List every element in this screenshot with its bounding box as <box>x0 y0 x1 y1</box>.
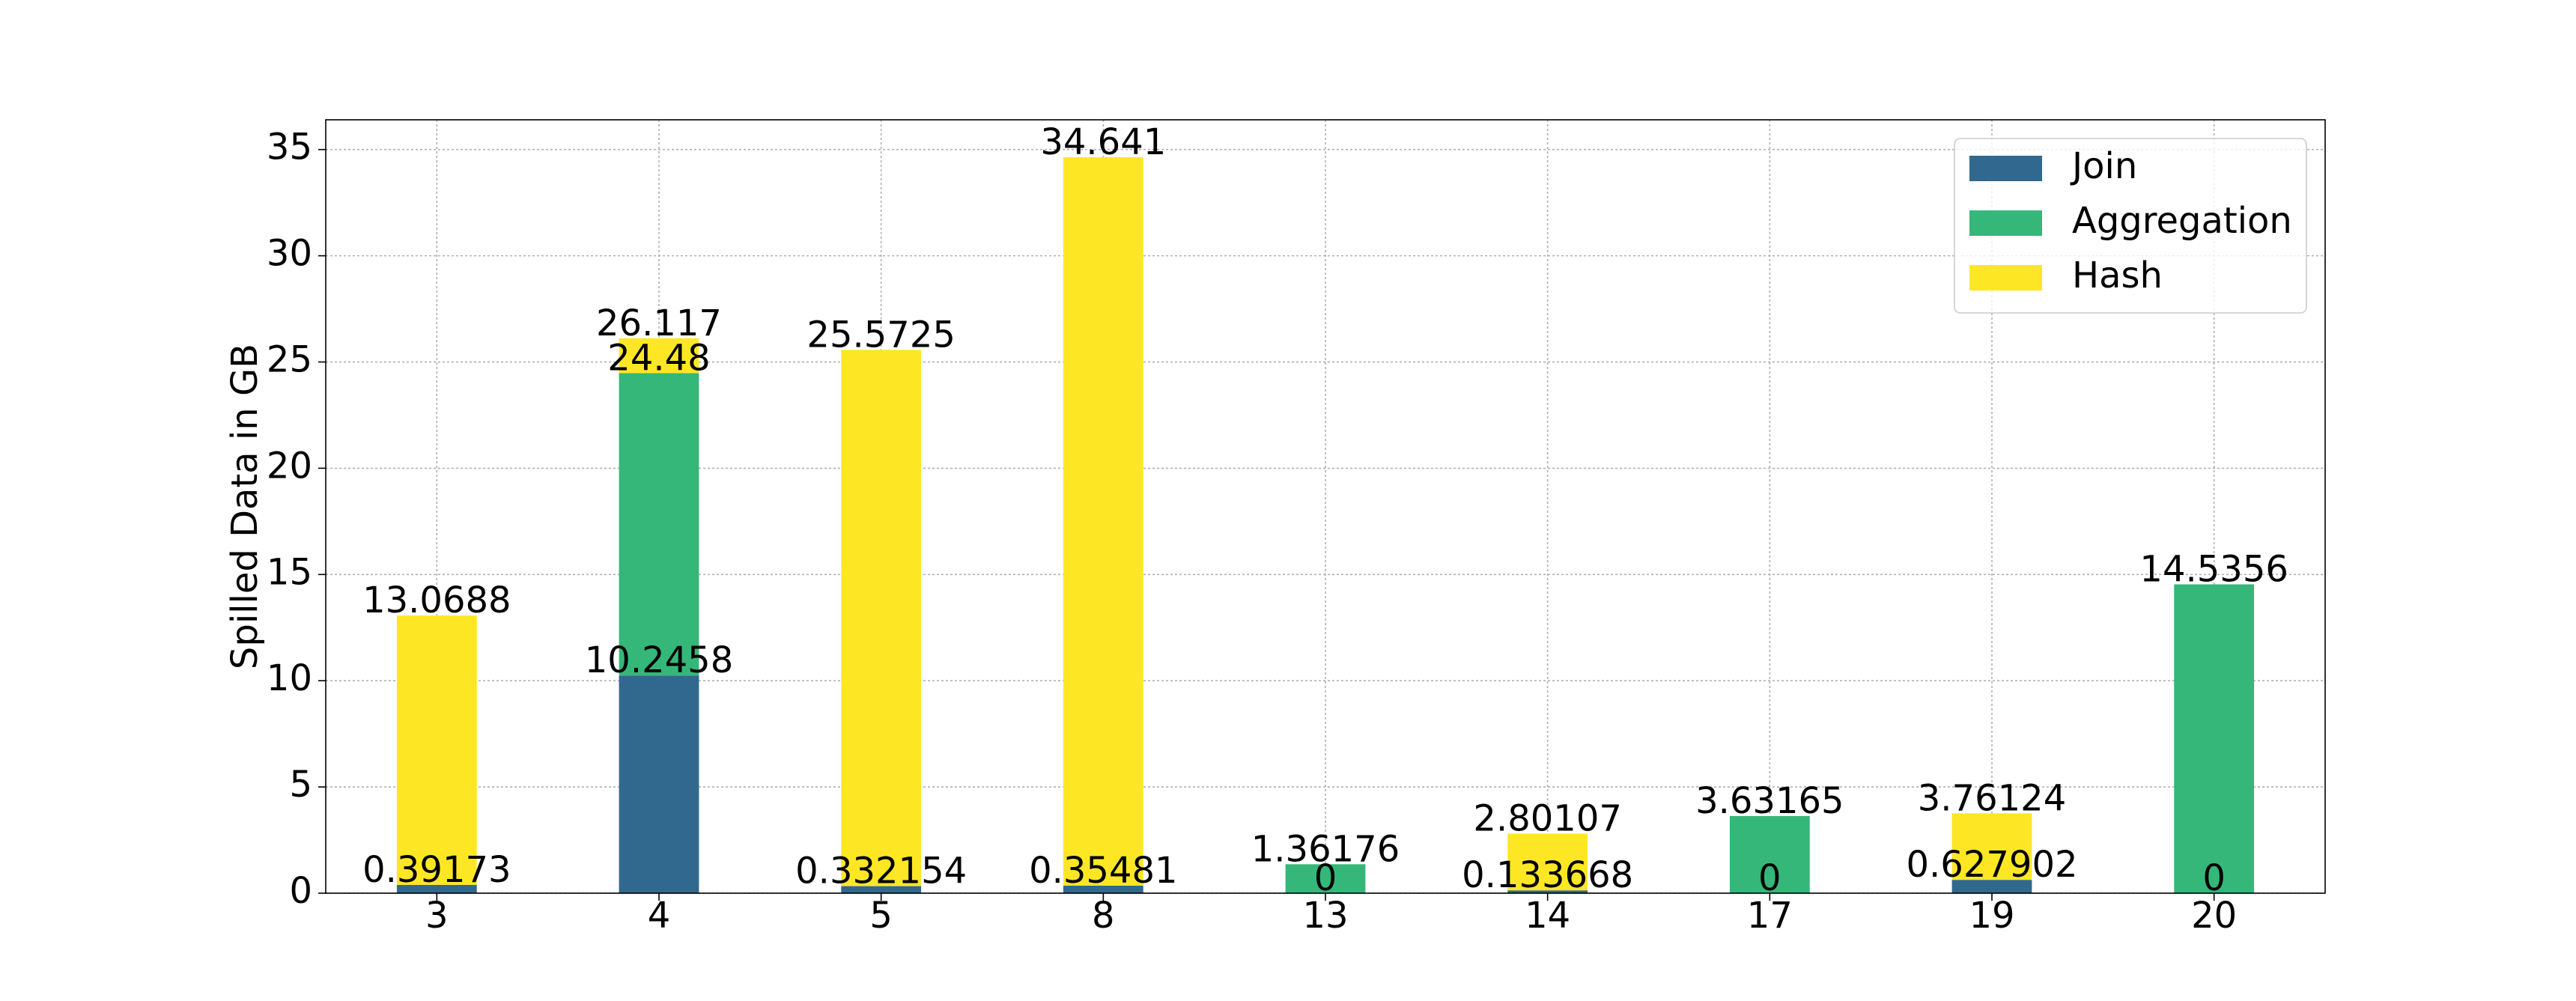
legend-label-aggregation: Aggregation <box>2072 200 2292 242</box>
legend-box <box>1954 138 2307 314</box>
bar-layer <box>396 156 2255 893</box>
bar-hash-8 <box>1063 156 1143 886</box>
data-label: 3.63165 <box>1695 780 1844 822</box>
bar-hash-19 <box>1951 813 2032 880</box>
data-label: 2.80107 <box>1473 798 1622 840</box>
data-label: 0 <box>1314 857 1337 899</box>
x-tick-label: 4 <box>648 895 671 937</box>
bar-join-4 <box>619 675 699 893</box>
bar-hash-3 <box>396 615 477 885</box>
y-tick-label: 25 <box>267 339 312 381</box>
legend-label-join: Join <box>2070 145 2137 187</box>
bar-join-14 <box>1507 890 1588 893</box>
legend-label-hash: Hash <box>2072 255 2163 296</box>
y-tick-label: 35 <box>267 127 312 168</box>
y-tick-label: 5 <box>289 764 312 806</box>
x-tick-label: 13 <box>1302 895 1348 937</box>
x-tick-label: 5 <box>869 895 893 937</box>
bar-hash-4 <box>619 338 699 374</box>
data-label: 3.76124 <box>1918 777 2067 819</box>
legend-swatch-hash <box>1969 265 2042 290</box>
data-label: 0.35481 <box>1029 850 1178 892</box>
bar-join-8 <box>1063 885 1143 893</box>
y-tick-label: 20 <box>267 445 312 487</box>
bar-aggregation-4 <box>619 373 699 676</box>
y-tick-label: 10 <box>267 657 312 699</box>
data-label: 0.627902 <box>1906 844 2077 886</box>
y-tick-label: 30 <box>267 233 312 275</box>
data-label: 0.332154 <box>795 851 967 892</box>
legend-swatch-join <box>1969 156 2042 181</box>
bar-join-5 <box>841 886 922 893</box>
bar-aggregation-20 <box>2174 584 2255 893</box>
bar-hash-14 <box>1507 833 1588 891</box>
bar-join-19 <box>1951 880 2032 893</box>
data-label: 13.0688 <box>362 579 511 621</box>
bar-aggregation-13 <box>1285 864 1366 893</box>
data-label: 34.641 <box>1040 121 1166 163</box>
data-label: 14.5356 <box>2139 548 2288 590</box>
data-label: 0 <box>2202 857 2226 899</box>
data-label: 25.5725 <box>806 314 956 356</box>
data-label: 1.36176 <box>1251 828 1400 870</box>
x-tick-label: 14 <box>1525 895 1570 937</box>
x-tick-label: 3 <box>425 895 449 937</box>
data-label: 26.117 <box>596 302 722 344</box>
bar-hash-5 <box>841 350 922 886</box>
data-label: 10.2458 <box>585 639 734 681</box>
x-tick-label: 8 <box>1092 895 1115 937</box>
y-axis-title: Spilled Data in GB <box>224 344 266 669</box>
y-tick-label: 0 <box>289 870 312 912</box>
data-label: 24.48 <box>607 337 710 379</box>
x-tick-label: 17 <box>1747 895 1793 937</box>
x-tick-label: 19 <box>1969 895 2014 937</box>
y-tick-label: 15 <box>267 551 312 593</box>
data-label: 0.133668 <box>1462 854 1633 896</box>
data-label: 0 <box>1758 857 1781 899</box>
legend: Join Aggregation Hash <box>1954 138 2307 314</box>
bar-aggregation-17 <box>1729 815 1810 893</box>
legend-swatch-aggregation <box>1969 210 2042 236</box>
axis-layer: 0 5 10 15 20 25 30 35 3 4 5 8 13 14 17 19 20 <box>267 127 2237 937</box>
data-label: 0.39173 <box>362 849 511 891</box>
bar-join-3 <box>396 884 477 893</box>
x-tick-label: 20 <box>2191 895 2237 937</box>
